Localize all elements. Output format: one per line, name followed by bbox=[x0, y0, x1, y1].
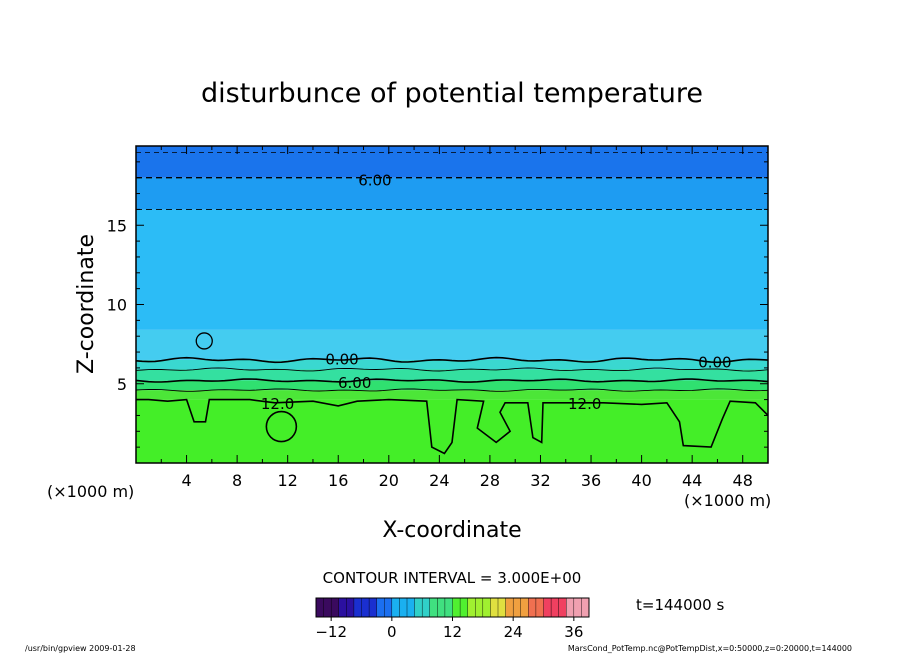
contour-6 bbox=[136, 378, 768, 383]
colorbar-cell bbox=[573, 597, 582, 618]
x-tick-label: 8 bbox=[232, 471, 242, 490]
colorbar-cell bbox=[338, 597, 347, 618]
contour-label-4: 12.0 bbox=[261, 395, 294, 413]
contour-label-0: 6.00 bbox=[358, 171, 391, 189]
plot-area: 6.00 0.00 0.00 6.00 12.0 12.0 bbox=[136, 146, 768, 463]
colorbar-cell bbox=[528, 597, 537, 618]
colorbar-cell bbox=[391, 597, 400, 618]
x-tick-label: 16 bbox=[328, 471, 348, 490]
colorbar-cell bbox=[467, 597, 476, 618]
contour-label-2: 0.00 bbox=[698, 354, 731, 372]
contour-9 bbox=[136, 388, 768, 392]
colorbar-tick-label: −12 bbox=[315, 623, 347, 641]
colorbar-cell bbox=[535, 597, 544, 618]
color-bands bbox=[136, 146, 768, 463]
contour-label-1: 0.00 bbox=[325, 350, 358, 368]
colorbar-cell bbox=[421, 597, 431, 618]
y-tick-label: 15 bbox=[107, 216, 127, 235]
contour-12-cell bbox=[265, 410, 298, 443]
contour-0 bbox=[136, 356, 768, 364]
x-tick-label: 4 bbox=[181, 471, 191, 490]
y-tick-label: 5 bbox=[117, 375, 127, 394]
colorbar-cell bbox=[497, 597, 506, 618]
colorbar-cell bbox=[550, 597, 560, 618]
band-1 bbox=[136, 390, 768, 400]
colorbar-cell bbox=[330, 597, 340, 618]
x-unit-left: (×1000 m) bbox=[47, 482, 134, 501]
contour-12 bbox=[136, 398, 768, 455]
band-2 bbox=[136, 380, 768, 391]
footer-left: /usr/bin/gpview 2009-01-28 bbox=[25, 644, 136, 653]
colorbar-cell bbox=[444, 597, 453, 618]
contour-lines bbox=[136, 151, 768, 455]
colorbar-cell bbox=[490, 597, 499, 618]
x-tick-label: 24 bbox=[429, 471, 449, 490]
colorbar-cell bbox=[581, 597, 590, 618]
colorbar-cell bbox=[315, 597, 324, 618]
y-axis-label: Z-coordinate bbox=[74, 234, 99, 374]
x-tick-label: 20 bbox=[379, 471, 399, 490]
colorbar-cell bbox=[414, 597, 423, 618]
contour-label-5: 12.0 bbox=[568, 395, 601, 413]
band-7 bbox=[136, 177, 768, 210]
x-tick-label: 36 bbox=[581, 471, 601, 490]
footer-right: MarsCond_PotTemp.nc@PotTempDist,x=0:5000… bbox=[568, 644, 852, 653]
colorbar-cell bbox=[353, 597, 362, 618]
colorbar-cell bbox=[368, 597, 378, 618]
colorbar-cell bbox=[512, 597, 522, 618]
y-axis-ticks: 5 10 15 bbox=[107, 161, 768, 448]
colorbar-cell bbox=[384, 597, 393, 618]
colorbar-cell bbox=[437, 597, 446, 618]
x-tick-label: 48 bbox=[733, 471, 753, 490]
band-0 bbox=[136, 399, 768, 463]
colorbar-cell bbox=[376, 597, 385, 618]
x-tick-label: 28 bbox=[480, 471, 500, 490]
colorbar-cell bbox=[459, 597, 469, 618]
colorbar-tick-label: 24 bbox=[504, 623, 523, 641]
colorbar-cell bbox=[406, 597, 415, 618]
band-6 bbox=[136, 209, 768, 330]
y-tick-label: 10 bbox=[107, 296, 127, 315]
contour-labels: 6.00 0.00 0.00 6.00 12.0 12.0 bbox=[261, 171, 732, 413]
time-label: t=144000 s bbox=[636, 596, 724, 614]
contour-label-3: 6.00 bbox=[338, 374, 371, 392]
colorbar-ticks: −12 0 12 24 36 bbox=[315, 617, 583, 641]
colorbar-cell bbox=[323, 597, 332, 618]
colorbar-cell bbox=[475, 597, 484, 618]
x-tick-label: 32 bbox=[530, 471, 550, 490]
contour-interval: CONTOUR INTERVAL = 3.000E+00 bbox=[323, 569, 582, 587]
x-axis-label: X-coordinate bbox=[382, 518, 521, 543]
colorbar-tick-label: 0 bbox=[387, 623, 397, 641]
colorbar-cell bbox=[558, 597, 567, 618]
band-3 bbox=[136, 369, 768, 381]
colorbar-cell bbox=[543, 597, 552, 618]
colorbar-cell bbox=[346, 597, 355, 618]
contour-3 bbox=[136, 367, 768, 372]
x-axis-ticks: 4 8 12 16 20 24 28 32 36 40 44 48 bbox=[160, 146, 753, 490]
band-4 bbox=[136, 359, 768, 370]
x-tick-label: 44 bbox=[682, 471, 702, 490]
colorbar-tick-label: 36 bbox=[564, 623, 583, 641]
x-tick-label: 12 bbox=[278, 471, 298, 490]
x-tick-label: 40 bbox=[631, 471, 651, 490]
chart-title: disturbunce of potential temperature bbox=[201, 78, 703, 109]
colorbar-cell bbox=[361, 597, 370, 618]
colorbar bbox=[315, 597, 590, 618]
colorbar-cell bbox=[482, 597, 491, 618]
colorbar-cell bbox=[399, 597, 408, 618]
colorbar-cell bbox=[566, 597, 575, 618]
x-unit-right: (×1000 m) bbox=[684, 491, 771, 510]
band-5 bbox=[136, 329, 768, 360]
colorbar-cell bbox=[452, 597, 461, 618]
colorbar-cell bbox=[429, 597, 438, 618]
colorbar-cell bbox=[505, 597, 514, 618]
colorbar-cell bbox=[520, 597, 529, 618]
band-8 bbox=[136, 146, 768, 178]
colorbar-tick-label: 12 bbox=[443, 623, 462, 641]
contour-0-cell bbox=[195, 332, 213, 350]
